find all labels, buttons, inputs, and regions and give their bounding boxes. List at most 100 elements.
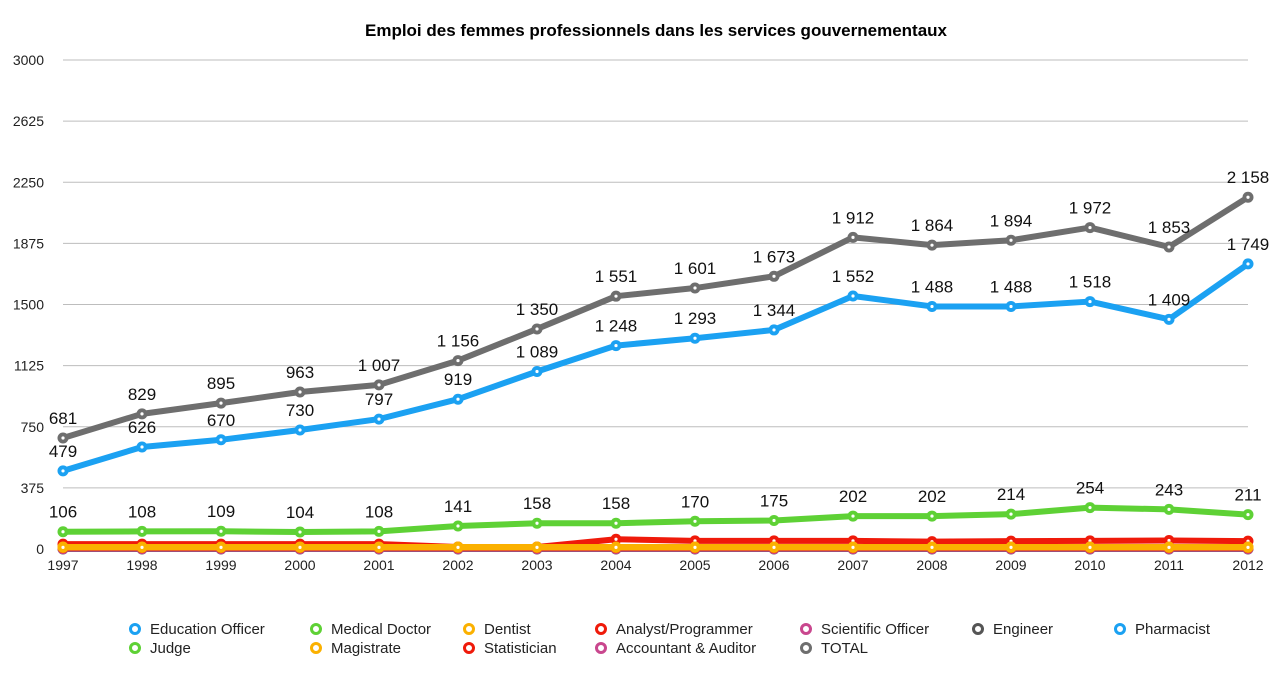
data-point-center [851, 235, 855, 239]
data-point-center [535, 327, 539, 331]
y-tick-label: 0 [36, 541, 44, 557]
data-point-center [614, 343, 618, 348]
legend-item: TOTAL [800, 640, 868, 657]
legend-item: Scientific Officer [800, 621, 929, 638]
series-line-medical-doctor [62, 504, 1249, 536]
legend-label: Analyst/Programmer [616, 621, 753, 638]
data-point-center [1167, 538, 1171, 543]
data-point-center [930, 545, 934, 549]
data-point-center [61, 530, 65, 534]
data-label: 170 [681, 492, 709, 511]
series-line-education-officer [62, 261, 1250, 474]
y-tick-label: 1500 [13, 297, 44, 313]
x-tick-label: 2008 [916, 557, 947, 573]
data-label: 1 864 [911, 216, 954, 235]
data-label: 963 [286, 363, 314, 382]
data-label: 1 293 [674, 309, 717, 328]
y-tick-label: 1875 [13, 235, 44, 251]
data-label: 214 [997, 485, 1025, 504]
data-label: 158 [523, 494, 551, 513]
legend-item: Education Officer [129, 621, 265, 638]
data-point-center [614, 294, 618, 298]
legend-marker-icon [310, 623, 322, 635]
legend-label: TOTAL [821, 640, 868, 657]
data-label: 626 [128, 418, 156, 437]
legend-label: Medical Doctor [331, 621, 431, 638]
data-point-center [61, 545, 65, 549]
data-label: 1 488 [990, 277, 1033, 296]
data-point-center [456, 358, 460, 363]
legend-label: Accountant & Auditor [616, 640, 756, 657]
data-point-center [1088, 225, 1092, 230]
legend-marker-icon [129, 642, 141, 654]
data-point-center [1088, 505, 1092, 510]
legend-label: Judge [150, 640, 191, 657]
data-point-center [1246, 195, 1250, 199]
data-point-center [851, 294, 855, 298]
data-label: 254 [1076, 479, 1104, 498]
data-label: 104 [286, 503, 314, 522]
x-tick-label: 2011 [1154, 557, 1184, 573]
legend-marker-icon [463, 642, 475, 654]
data-label: 919 [444, 370, 472, 389]
data-point-center [140, 445, 144, 449]
legend-marker-icon [595, 642, 607, 654]
data-label: 1 248 [595, 317, 638, 336]
legend-item: Engineer [972, 621, 1053, 638]
legend-marker-icon [310, 642, 322, 654]
data-label: 158 [602, 494, 630, 513]
data-point-center [535, 369, 539, 374]
data-label: 1 601 [674, 259, 717, 278]
data-point-center [693, 545, 697, 549]
data-point-center [1167, 317, 1171, 321]
x-tick-label: 2006 [758, 557, 789, 573]
data-label: 1 007 [358, 356, 401, 375]
data-point-center [1167, 507, 1171, 511]
data-point-center [772, 274, 776, 278]
x-tick-label: 2009 [995, 557, 1026, 573]
data-label: 1 089 [516, 342, 559, 361]
x-tick-label: 2004 [600, 557, 631, 573]
data-point-center [456, 397, 460, 401]
data-point-center [930, 243, 934, 247]
x-tick-label: 1997 [47, 557, 78, 573]
data-point-center [1009, 545, 1013, 549]
data-label: 1 488 [911, 277, 954, 296]
data-label: 829 [128, 385, 156, 404]
legend-marker-icon [972, 623, 984, 635]
data-point-center [140, 412, 144, 416]
data-label: 211 [1234, 486, 1261, 505]
legend-marker-icon [463, 623, 475, 635]
legend-marker-icon [129, 623, 141, 635]
legend-marker-icon [800, 642, 812, 654]
data-label: 1 409 [1148, 290, 1191, 309]
data-point-center [1088, 299, 1092, 304]
data-label: 175 [760, 491, 788, 510]
data-point-center [1167, 545, 1171, 549]
y-tick-label: 750 [21, 419, 45, 435]
chart-title: Emploi des femmes professionnels dans le… [365, 21, 948, 40]
data-point-center [772, 518, 776, 523]
legend-label: Scientific Officer [821, 621, 929, 638]
legend-label: Education Officer [150, 621, 265, 638]
data-point-center [693, 519, 697, 523]
data-label: 1 551 [595, 267, 638, 286]
data-point-center [1009, 304, 1013, 309]
x-tick-label: 2007 [837, 557, 868, 573]
y-tick-label: 375 [21, 480, 45, 496]
data-point-center [377, 383, 381, 387]
legend-item: Statistician [463, 640, 557, 657]
data-point-center [614, 521, 618, 525]
y-tick-label: 1125 [14, 358, 44, 374]
x-tick-label: 2005 [679, 557, 710, 573]
data-label: 108 [128, 502, 156, 521]
legend-item: Medical Doctor [310, 621, 431, 638]
x-tick-label: 2002 [442, 557, 473, 573]
legend-label: Dentist [484, 621, 532, 638]
legend-label: Statistician [484, 640, 557, 657]
x-tick-label: 1998 [126, 557, 157, 573]
data-label: 1 972 [1069, 199, 1112, 218]
data-point-center [930, 514, 934, 518]
data-label: 1 344 [753, 301, 796, 320]
